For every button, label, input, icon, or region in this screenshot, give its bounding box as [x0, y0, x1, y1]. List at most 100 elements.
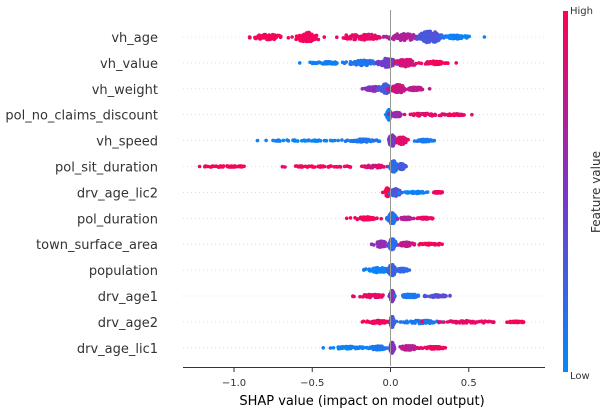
shap-point [361, 319, 366, 324]
shap-point [407, 61, 412, 66]
feature-points-pol_duration [344, 211, 435, 225]
shap-point [397, 164, 402, 168]
shap-point [424, 318, 429, 323]
shap-point [373, 33, 377, 38]
shap-point [426, 62, 431, 66]
shap-point [332, 165, 336, 169]
shap-point [395, 139, 400, 144]
shap-point [363, 34, 367, 39]
shap-point [333, 138, 337, 143]
shap-point [439, 346, 444, 351]
shap-point [412, 139, 417, 143]
shap-point [452, 113, 457, 118]
shap-point [269, 34, 273, 38]
shap-point [297, 33, 302, 38]
shap-point [321, 346, 326, 350]
shap-point [366, 60, 371, 64]
shap-point [363, 164, 367, 169]
shap-point [511, 320, 515, 325]
shap-point [365, 319, 370, 324]
shap-point [364, 293, 368, 298]
shap-point [432, 295, 436, 299]
shap-point [210, 164, 215, 168]
shap-point [392, 88, 397, 92]
shap-point [391, 139, 396, 144]
shap-point [233, 164, 237, 168]
shap-point [439, 60, 444, 65]
shap-point [411, 293, 416, 298]
shap-point [412, 242, 417, 246]
shap-point [379, 346, 383, 350]
shap-point [383, 64, 388, 68]
shap-point [283, 165, 287, 169]
shap-point [392, 61, 396, 66]
shap-point [406, 191, 410, 195]
shap-point [322, 35, 327, 39]
shap-point [391, 346, 396, 351]
shap-point [385, 57, 390, 62]
feature-label: drv_age_lic1 [77, 342, 158, 357]
shap-point [488, 319, 493, 324]
shap-point [443, 294, 447, 298]
shap-point [427, 320, 432, 325]
shap-point [371, 139, 376, 143]
shap-point [333, 61, 338, 65]
shap-point [313, 138, 318, 142]
feature-label: drv_age_lic2 [77, 186, 158, 201]
shap-point [479, 319, 484, 324]
shap-point [400, 190, 404, 195]
feature-label: pol_sit_duration [55, 161, 158, 176]
shap-point [442, 113, 447, 117]
shap-point [447, 112, 452, 116]
shap-point [328, 346, 333, 350]
shap-point [300, 139, 304, 143]
shap-point [357, 138, 362, 143]
shap-point [386, 112, 391, 116]
shap-point [427, 87, 432, 91]
shap-point [412, 63, 417, 67]
feature-points-drv_age2 [360, 315, 526, 329]
shap-point [335, 35, 339, 39]
shap-point [403, 190, 407, 194]
shap-point [317, 138, 321, 143]
shap-point [265, 35, 270, 39]
shap-point [367, 294, 372, 299]
shap-point [327, 60, 332, 65]
shap-point [278, 35, 283, 40]
x-axis-label: SHAP value (impact on model output) [239, 394, 484, 409]
shap-point [360, 34, 364, 39]
shap-point [422, 294, 427, 298]
shap-point [435, 34, 439, 38]
shap-point [394, 319, 399, 324]
shap-point [422, 30, 427, 34]
shap-point [353, 37, 358, 41]
shap-point [396, 85, 400, 89]
shap-point [387, 36, 391, 40]
shap-point [430, 346, 435, 350]
shap-point [424, 138, 428, 142]
shap-point [378, 240, 382, 244]
shap-point [406, 295, 411, 299]
shap-point [437, 243, 441, 247]
shap-point [342, 61, 347, 65]
shap-point [328, 138, 333, 143]
shap-point [307, 38, 312, 42]
shap-point [316, 37, 321, 42]
shap-point [417, 111, 421, 116]
shap-point [385, 216, 389, 220]
shap-point [353, 138, 358, 143]
feature-points-vh_age [247, 29, 487, 45]
shap-point [304, 32, 309, 37]
shap-point [402, 112, 407, 117]
shap-point [280, 164, 285, 169]
shap-point [416, 318, 420, 323]
shap-point [348, 165, 353, 169]
shap-point [372, 88, 376, 92]
shap-point [336, 138, 341, 143]
shap-point [419, 346, 423, 350]
shap-point [465, 36, 469, 40]
shap-point [407, 88, 412, 92]
shap-point [197, 164, 202, 169]
shap-point [415, 37, 419, 41]
shap-point [404, 244, 408, 248]
